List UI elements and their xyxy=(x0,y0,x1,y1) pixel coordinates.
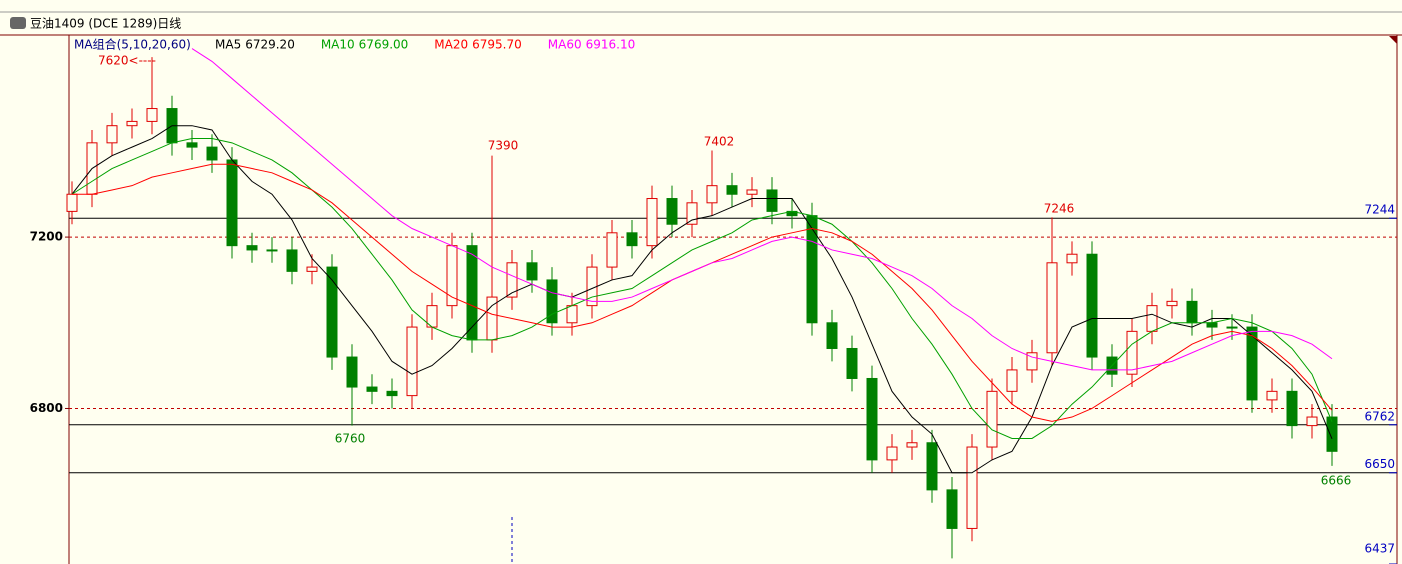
icon xyxy=(10,17,26,29)
candle-body xyxy=(1086,253,1098,358)
candle-body xyxy=(286,249,298,272)
candle-body xyxy=(206,146,218,161)
candle-body xyxy=(1146,305,1158,332)
candle-body xyxy=(1026,352,1038,371)
right-tick-label: 7244 xyxy=(1364,203,1395,217)
candle-body xyxy=(766,189,778,212)
candle-body xyxy=(646,198,658,247)
candle-body xyxy=(1226,326,1238,329)
candle-body xyxy=(686,202,698,225)
candle-body xyxy=(1126,330,1138,375)
candle-body xyxy=(586,266,598,307)
legend-title: MA组合(5,10,20,60) xyxy=(74,37,191,52)
candle-body xyxy=(346,356,358,388)
legend-value: 6795.70 xyxy=(472,38,522,52)
candle-body xyxy=(1066,253,1078,264)
annotation: 7620<---- xyxy=(98,54,156,68)
chart-title: 豆油1409 (DCE 1289)日线 xyxy=(30,17,181,31)
candle-body xyxy=(1266,390,1278,401)
candle-body xyxy=(966,446,978,529)
candle-body xyxy=(1306,416,1318,427)
legend-name: MA60 xyxy=(548,38,582,52)
right-tick-label: 6650 xyxy=(1364,457,1395,471)
candle-body xyxy=(386,390,398,397)
candle-body xyxy=(946,489,958,529)
candle-body xyxy=(1206,322,1218,328)
annotation: 7246 xyxy=(1044,202,1075,216)
candle-body xyxy=(706,185,718,204)
annotation: 7390 xyxy=(488,139,519,153)
candle-body xyxy=(406,326,418,397)
candle-body xyxy=(906,442,918,448)
right-tick-label: 6762 xyxy=(1364,409,1395,423)
candle-body xyxy=(66,193,78,212)
annotation: 6760 xyxy=(335,432,366,446)
candle-body xyxy=(726,185,738,195)
ma-line xyxy=(191,48,1333,371)
candle-body xyxy=(986,390,998,448)
candle-body xyxy=(1286,390,1298,427)
candle-body xyxy=(826,322,838,349)
candle-body xyxy=(566,305,578,324)
candle-body xyxy=(846,347,858,379)
candle-body xyxy=(506,262,518,298)
candle-body xyxy=(866,377,878,461)
candle-body xyxy=(926,442,938,491)
legend-value: 6916.10 xyxy=(586,38,636,52)
candle-body xyxy=(1046,262,1058,354)
candle-body xyxy=(1326,416,1338,452)
legend-value: 6729.20 xyxy=(245,38,295,52)
candle-body xyxy=(806,215,818,324)
annotation: 7402 xyxy=(704,135,735,149)
right-tick-label: 6437 xyxy=(1364,542,1395,556)
candle-body xyxy=(746,189,758,195)
candle-body xyxy=(246,245,258,251)
legend-value: 6769.00 xyxy=(359,38,409,52)
candle-body xyxy=(526,262,538,281)
corner-marker xyxy=(1389,36,1397,44)
candle-body xyxy=(1186,300,1198,324)
candle-body xyxy=(666,198,678,225)
candle-body xyxy=(106,125,118,144)
ma-line xyxy=(71,125,1333,474)
annotation: 6666 xyxy=(1321,474,1352,488)
legend-name: MA5 xyxy=(215,38,241,52)
candle-body xyxy=(1006,369,1018,392)
candle-body xyxy=(606,232,618,268)
candle-body xyxy=(1166,300,1178,307)
candle-body xyxy=(146,108,158,122)
legend-name: MA10 xyxy=(321,38,355,52)
candle-body xyxy=(1246,326,1258,401)
ma-line xyxy=(71,138,1333,439)
legend-name: MA20 xyxy=(434,38,468,52)
candle-body xyxy=(306,266,318,272)
candle-body xyxy=(886,446,898,461)
candle-body xyxy=(366,386,378,392)
candle-body xyxy=(326,266,338,358)
candle-body xyxy=(266,249,278,252)
y-tick-label: 6800 xyxy=(30,401,63,415)
candle-body xyxy=(626,232,638,247)
candle-body xyxy=(186,142,198,148)
candle-body xyxy=(126,120,138,127)
candle-body xyxy=(546,279,558,324)
candle-body xyxy=(226,159,238,247)
candle-body xyxy=(466,245,478,341)
y-tick-label: 7200 xyxy=(30,230,63,244)
